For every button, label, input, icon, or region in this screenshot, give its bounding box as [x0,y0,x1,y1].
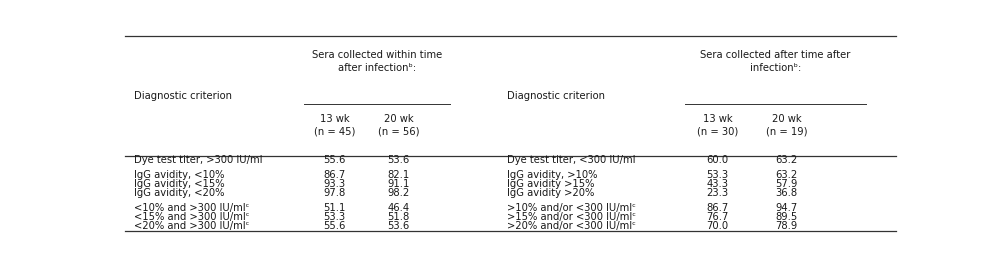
Text: Sera collected within time
after infectionᵇ:: Sera collected within time after infecti… [312,50,442,73]
Text: 78.9: 78.9 [776,221,798,231]
Text: 53.6: 53.6 [387,155,409,165]
Text: Diagnostic criterion: Diagnostic criterion [133,91,232,101]
Text: Sera collected after time after
infectionᵇ:: Sera collected after time after infectio… [700,50,851,73]
Text: 53.3: 53.3 [324,212,346,222]
Text: 46.4: 46.4 [387,202,409,213]
Text: 82.1: 82.1 [387,170,409,180]
Text: IgG avidity >15%: IgG avidity >15% [507,179,594,189]
Text: 13 wk
(n = 45): 13 wk (n = 45) [314,114,356,136]
Text: IgG avidity, <20%: IgG avidity, <20% [133,188,224,198]
Text: 76.7: 76.7 [706,212,728,222]
Text: 36.8: 36.8 [776,188,798,198]
Text: <15% and >300 IU/mlᶜ: <15% and >300 IU/mlᶜ [133,212,249,222]
Text: 13 wk
(n = 30): 13 wk (n = 30) [696,114,738,136]
Text: 86.7: 86.7 [324,170,346,180]
Text: >20% and/or <300 IU/mlᶜ: >20% and/or <300 IU/mlᶜ [507,221,635,231]
Text: 55.6: 55.6 [324,155,346,165]
Text: 57.9: 57.9 [776,179,798,189]
Text: 53.6: 53.6 [387,221,409,231]
Text: 20 wk
(n = 19): 20 wk (n = 19) [766,114,808,136]
Text: IgG avidity, <15%: IgG avidity, <15% [133,179,224,189]
Text: 70.0: 70.0 [706,221,728,231]
Text: 98.2: 98.2 [387,188,409,198]
Text: 43.3: 43.3 [706,179,728,189]
Text: <10% and >300 IU/mlᶜ: <10% and >300 IU/mlᶜ [133,202,249,213]
Text: Dye test titer, >300 IU/ml: Dye test titer, >300 IU/ml [133,155,262,165]
Text: 89.5: 89.5 [776,212,798,222]
Text: 23.3: 23.3 [706,188,728,198]
Text: Diagnostic criterion: Diagnostic criterion [507,91,605,101]
Text: 94.7: 94.7 [776,202,798,213]
Text: 53.3: 53.3 [706,170,728,180]
Text: 63.2: 63.2 [776,155,798,165]
Text: Dye test titer, <300 IU/ml: Dye test titer, <300 IU/ml [507,155,635,165]
Text: 86.7: 86.7 [706,202,728,213]
Text: IgG avidity, <10%: IgG avidity, <10% [133,170,224,180]
Text: 97.8: 97.8 [324,188,346,198]
Text: IgG avidity >20%: IgG avidity >20% [507,188,594,198]
Text: >10% and/or <300 IU/mlᶜ: >10% and/or <300 IU/mlᶜ [507,202,635,213]
Text: >15% and/or <300 IU/mlᶜ: >15% and/or <300 IU/mlᶜ [507,212,635,222]
Text: <20% and >300 IU/mlᶜ: <20% and >300 IU/mlᶜ [133,221,249,231]
Text: IgG avidity, >10%: IgG avidity, >10% [507,170,597,180]
Text: 91.1: 91.1 [387,179,409,189]
Text: 51.8: 51.8 [387,212,409,222]
Text: 63.2: 63.2 [776,170,798,180]
Text: 20 wk
(n = 56): 20 wk (n = 56) [377,114,419,136]
Text: 60.0: 60.0 [706,155,728,165]
Text: 51.1: 51.1 [324,202,346,213]
Text: 93.3: 93.3 [324,179,346,189]
Text: 55.6: 55.6 [324,221,346,231]
